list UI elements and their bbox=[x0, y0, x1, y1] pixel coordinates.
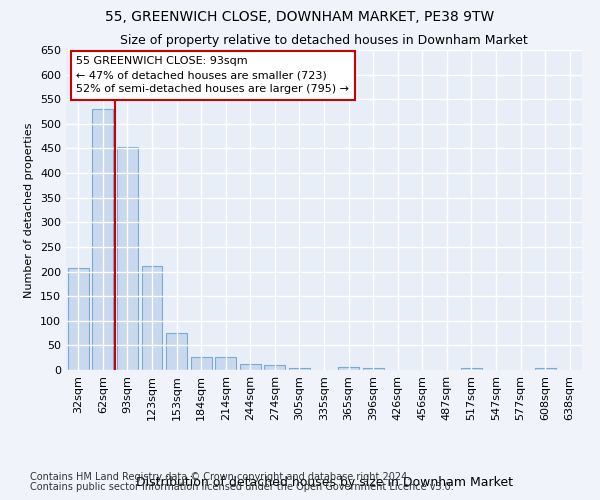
Text: Contains public sector information licensed under the Open Government Licence v3: Contains public sector information licen… bbox=[30, 482, 454, 492]
Bar bbox=[68, 268, 89, 370]
Bar bbox=[215, 357, 236, 370]
Text: 55 GREENWICH CLOSE: 93sqm
← 47% of detached houses are smaller (723)
52% of semi: 55 GREENWICH CLOSE: 93sqm ← 47% of detac… bbox=[76, 56, 349, 94]
Bar bbox=[240, 364, 261, 370]
Bar bbox=[289, 368, 310, 370]
Title: Size of property relative to detached houses in Downham Market: Size of property relative to detached ho… bbox=[120, 34, 528, 48]
Bar bbox=[265, 364, 286, 370]
Bar bbox=[338, 366, 359, 370]
Text: 55, GREENWICH CLOSE, DOWNHAM MARKET, PE38 9TW: 55, GREENWICH CLOSE, DOWNHAM MARKET, PE3… bbox=[106, 10, 494, 24]
Bar bbox=[362, 368, 383, 370]
Bar bbox=[166, 332, 187, 370]
Bar bbox=[191, 356, 212, 370]
Bar bbox=[142, 266, 163, 370]
Bar bbox=[117, 148, 138, 370]
X-axis label: Distribution of detached houses by size in Downham Market: Distribution of detached houses by size … bbox=[136, 476, 512, 488]
Bar bbox=[461, 368, 482, 370]
Bar bbox=[535, 368, 556, 370]
Bar bbox=[92, 109, 113, 370]
Text: Contains HM Land Registry data © Crown copyright and database right 2024.: Contains HM Land Registry data © Crown c… bbox=[30, 472, 410, 482]
Y-axis label: Number of detached properties: Number of detached properties bbox=[25, 122, 34, 298]
